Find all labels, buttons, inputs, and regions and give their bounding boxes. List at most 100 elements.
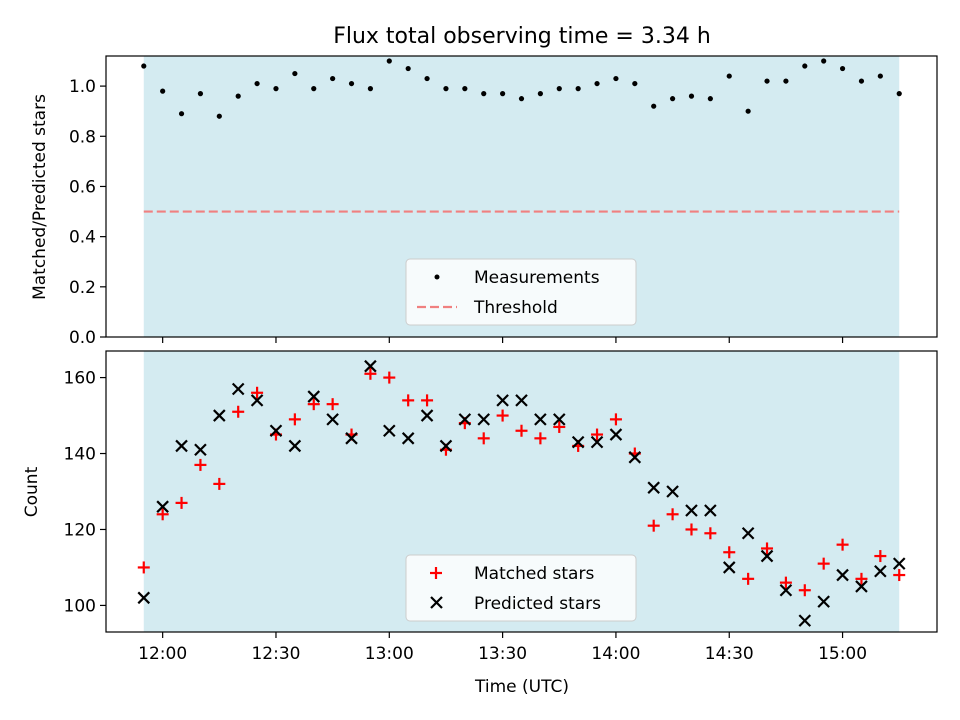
point-matched-stars-9 bbox=[307, 398, 320, 411]
point-matched-stars-22 bbox=[553, 420, 566, 433]
point-predicted-stars-21 bbox=[534, 413, 547, 426]
y-tick-label-0-0: 0.0 bbox=[69, 328, 96, 348]
y-tick-label-1-3: 160 bbox=[64, 369, 96, 389]
point-predicted-stars-6 bbox=[250, 394, 264, 407]
point-matched-stars-5 bbox=[232, 405, 245, 418]
point-predicted-stars-35 bbox=[798, 614, 812, 627]
point-matched-stars-29 bbox=[685, 523, 698, 536]
point-matched-stars-4 bbox=[213, 477, 226, 490]
point-measurements-3 bbox=[197, 91, 204, 97]
point-measurements-15 bbox=[424, 75, 430, 82]
point-predicted-stars-3 bbox=[194, 443, 207, 457]
legend-matched-marker bbox=[430, 567, 442, 579]
x-axis-label: Time (UTC) bbox=[474, 677, 569, 697]
top-legend: Measurements Threshold bbox=[405, 258, 637, 326]
point-measurements-17 bbox=[462, 86, 468, 92]
point-measurements-33 bbox=[764, 78, 770, 84]
point-measurements-36 bbox=[821, 58, 827, 64]
point-matched-stars-36 bbox=[817, 557, 830, 570]
point-predicted-stars-16 bbox=[439, 439, 453, 453]
point-predicted-stars-18 bbox=[477, 413, 491, 426]
point-predicted-stars-40 bbox=[892, 557, 906, 570]
point-measurements-38 bbox=[858, 78, 865, 84]
point-measurements-21 bbox=[537, 91, 543, 97]
point-matched-stars-10 bbox=[326, 398, 339, 411]
point-predicted-stars-37 bbox=[836, 568, 849, 582]
bottom-legend: Matched stars Predicted stars bbox=[405, 554, 637, 622]
bottom-panel-ylabel: Count bbox=[22, 466, 42, 517]
point-matched-stars-20 bbox=[515, 424, 528, 437]
point-predicted-stars-29 bbox=[685, 504, 698, 517]
x-tick-label-2: 13:00 bbox=[365, 644, 414, 664]
point-measurements-20 bbox=[518, 96, 525, 102]
y-tick-label-0-3: 0.6 bbox=[69, 177, 96, 197]
point-predicted-stars-34 bbox=[779, 583, 793, 597]
point-predicted-stars-27 bbox=[647, 481, 660, 494]
point-predicted-stars-24 bbox=[590, 435, 604, 449]
point-matched-stars-38 bbox=[855, 572, 868, 585]
top-panel-ticks: 0.0 0.2 0.4 0.6 0.8 1.0 bbox=[69, 77, 844, 348]
y-tick-label-1-1: 120 bbox=[64, 520, 96, 540]
point-measurements-12 bbox=[367, 86, 374, 92]
point-measurements-35 bbox=[802, 63, 808, 69]
bottom-legend-box bbox=[405, 554, 637, 622]
point-matched-stars-32 bbox=[742, 572, 755, 585]
point-matched-stars-12 bbox=[364, 367, 377, 380]
point-matched-stars-28 bbox=[666, 508, 679, 521]
point-matched-stars-2 bbox=[175, 496, 188, 509]
point-matched-stars-6 bbox=[251, 386, 264, 399]
point-measurements-14 bbox=[405, 65, 411, 72]
point-predicted-stars-2 bbox=[175, 439, 188, 453]
point-matched-stars-13 bbox=[383, 371, 396, 384]
point-matched-stars-19 bbox=[496, 409, 509, 422]
point-predicted-stars-9 bbox=[307, 390, 321, 403]
point-matched-stars-8 bbox=[288, 413, 301, 426]
bottom-panel: 100 120 140 160 12:00 12:30 13:00 13:30 14:00 14… bbox=[22, 350, 938, 697]
point-matched-stars-37 bbox=[836, 538, 849, 551]
point-measurements-8 bbox=[292, 70, 298, 77]
point-predicted-stars-38 bbox=[855, 580, 868, 593]
point-measurements-0 bbox=[141, 63, 147, 69]
point-measurements-6 bbox=[254, 80, 260, 87]
point-measurements-25 bbox=[613, 75, 619, 82]
point-measurements-2 bbox=[178, 111, 185, 117]
point-measurements-19 bbox=[500, 91, 506, 97]
point-predicted-stars-28 bbox=[666, 485, 679, 498]
point-predicted-stars-4 bbox=[213, 409, 226, 422]
x-axis-ticks: 12:00 12:30 13:00 13:30 14:00 14:30 15:00 bbox=[138, 644, 867, 664]
point-matched-stars-33 bbox=[761, 542, 774, 555]
point-predicted-stars-26 bbox=[628, 451, 642, 464]
legend-measurements-marker bbox=[434, 274, 440, 280]
point-matched-stars-34 bbox=[779, 576, 792, 589]
top-panel-marks bbox=[141, 58, 902, 119]
point-measurements-29 bbox=[688, 93, 695, 99]
point-measurements-32 bbox=[745, 108, 751, 114]
point-predicted-stars-12 bbox=[364, 359, 377, 373]
point-measurements-26 bbox=[632, 80, 638, 87]
point-matched-stars-27 bbox=[647, 519, 660, 532]
point-measurements-7 bbox=[273, 86, 279, 92]
point-predicted-stars-1 bbox=[156, 500, 169, 513]
x-tick-label-6: 15:00 bbox=[818, 644, 867, 664]
point-matched-stars-0 bbox=[137, 561, 150, 574]
point-measurements-16 bbox=[443, 86, 449, 92]
point-predicted-stars-30 bbox=[704, 504, 717, 517]
point-predicted-stars-17 bbox=[458, 413, 472, 426]
point-measurements-9 bbox=[311, 86, 317, 92]
point-matched-stars-31 bbox=[723, 546, 736, 559]
point-measurements-23 bbox=[575, 86, 581, 92]
x-tick-label-0: 12:00 bbox=[138, 644, 187, 664]
legend-predicted-marker bbox=[430, 596, 443, 609]
point-matched-stars-18 bbox=[477, 432, 490, 445]
point-matched-stars-15 bbox=[421, 394, 434, 407]
point-measurements-24 bbox=[594, 80, 600, 87]
point-matched-stars-24 bbox=[591, 428, 604, 441]
x-tick-label-1: 12:30 bbox=[251, 644, 300, 664]
y-tick-label-0-2: 0.4 bbox=[69, 228, 96, 248]
point-measurements-13 bbox=[386, 58, 392, 64]
point-matched-stars-35 bbox=[798, 584, 811, 597]
point-predicted-stars-31 bbox=[722, 561, 736, 574]
top-panel-ylabel: Matched/Predicted stars bbox=[30, 94, 50, 300]
point-measurements-34 bbox=[783, 78, 789, 84]
